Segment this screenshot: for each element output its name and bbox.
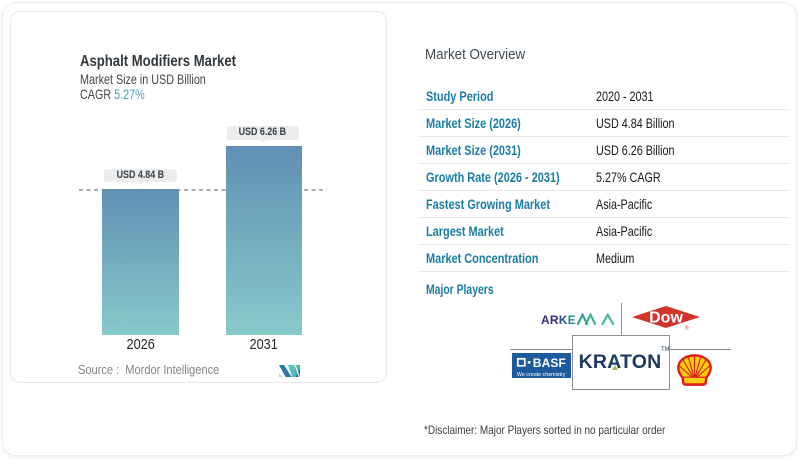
svg-text:We create chemistry: We create chemistry <box>517 372 566 378</box>
svg-text:BASF: BASF <box>533 356 566 370</box>
svg-text:Dow: Dow <box>649 310 683 327</box>
svg-text:ARKE: ARKE <box>541 313 576 326</box>
svg-text:®: ® <box>685 325 689 332</box>
